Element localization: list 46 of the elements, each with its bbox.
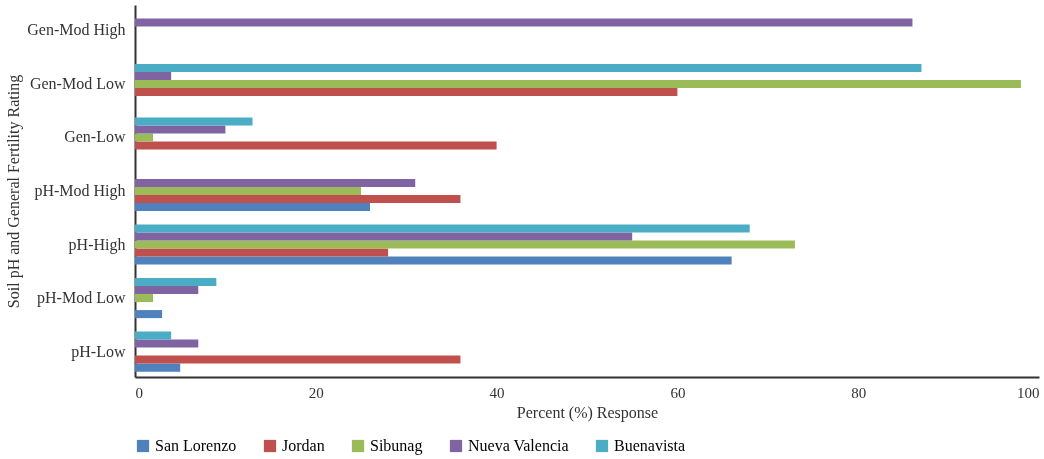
bar (135, 286, 199, 295)
bar (135, 256, 732, 265)
x-axis-title: Percent (%) Response (516, 403, 659, 422)
bar (135, 355, 461, 364)
bar (135, 232, 633, 241)
legend-label: Sibunag (370, 437, 423, 455)
bar (135, 363, 181, 372)
bar (135, 186, 361, 196)
legend-label: San Lorenzo (155, 437, 237, 454)
y-tick-label: Gen-Low (64, 128, 126, 146)
bar (135, 71, 172, 80)
y-tick-label: pH-Low (71, 342, 126, 361)
bar (135, 87, 678, 96)
legend-label: Jordan (282, 437, 325, 454)
x-tick-label: 80 (851, 384, 867, 401)
x-tick-label: 40 (489, 384, 505, 401)
x-tick-label: 100 (1017, 384, 1040, 401)
y-tick-label: Gen-Mod Low (29, 74, 126, 92)
bar (135, 203, 371, 212)
x-tick-label: 20 (308, 384, 324, 401)
y-tick-label: pH-Mod Low (37, 289, 126, 308)
y-tick-label: pH-Mod High (34, 182, 126, 200)
y-tick-label: Gen-Mod High (27, 21, 126, 40)
x-tick-label: 60 (670, 384, 686, 401)
bar (135, 248, 389, 257)
bar (135, 79, 1021, 88)
bar (135, 178, 416, 187)
bar (135, 331, 172, 340)
bar (135, 18, 913, 27)
y-tick-label: pH-High (68, 235, 126, 254)
x-tick-label: 0 (135, 384, 143, 401)
bar (135, 133, 154, 142)
bar (135, 294, 154, 303)
bar (135, 310, 163, 319)
bar (135, 63, 922, 72)
bar (135, 240, 795, 249)
bar (135, 117, 253, 126)
legend-label: Nueva Valencia (468, 437, 569, 454)
bar (135, 339, 199, 348)
legend-label: Buenavista (614, 437, 686, 454)
bar (135, 224, 750, 233)
y-axis-title: Soil pH and General Fertility Rating (4, 74, 23, 309)
bar (135, 195, 461, 204)
bar (135, 141, 497, 150)
bar (135, 125, 226, 134)
bar (135, 277, 217, 287)
